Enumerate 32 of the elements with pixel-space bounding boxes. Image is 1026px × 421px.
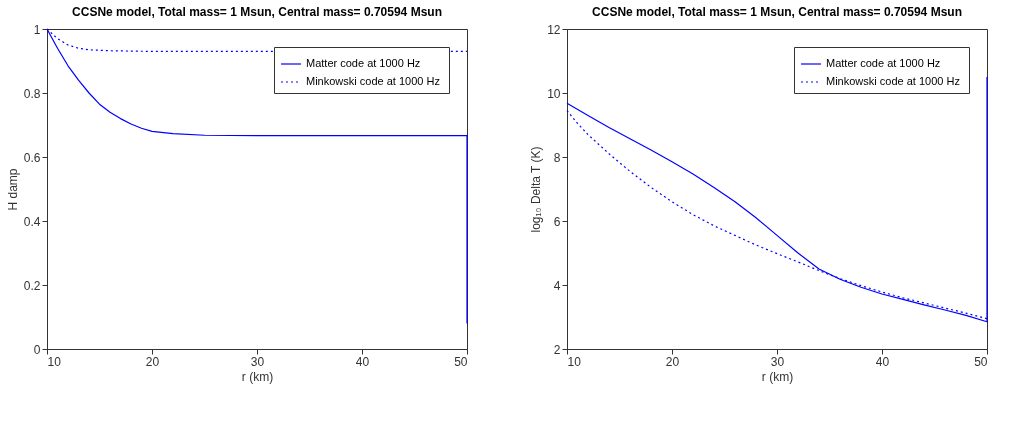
legend-label: Minkowski code at 1000 Hz <box>306 75 440 87</box>
y-tick-label: 6 <box>553 214 561 229</box>
x-tick-label: 20 <box>665 354 680 369</box>
legend-label: Minkowski code at 1000 Hz <box>826 75 960 87</box>
y-tick-label: 8 <box>553 150 561 165</box>
y-tick-label: 0.8 <box>23 86 41 101</box>
y-axis-title: log₁₀ Delta T (K) <box>529 146 544 233</box>
y-tick-label: 0.2 <box>23 278 41 293</box>
x-tick-label: 50 <box>974 354 988 369</box>
x-tick-label: 20 <box>145 354 160 369</box>
chart-title: CCSNe model, Total mass= 1 Msun, Central mass= 0.70594 Msun <box>72 5 442 19</box>
y-tick-label: 0.4 <box>23 214 41 229</box>
x-axis-title: r (km) <box>241 369 274 384</box>
legend-label: Matter code at 1000 Hz <box>306 57 421 69</box>
y-tick-label: 0 <box>33 342 41 357</box>
y-tick-label: 0.6 <box>23 150 41 165</box>
x-tick-label: 30 <box>250 354 265 369</box>
legend-label: Matter code at 1000 Hz <box>826 57 941 69</box>
x-tick-label: 50 <box>454 354 468 369</box>
x-tick-label: 10 <box>47 354 62 369</box>
chart-title: CCSNe model, Total mass= 1 Msun, Central mass= 0.70594 Msun <box>592 5 962 19</box>
y-tick-label: 4 <box>553 278 561 293</box>
y-tick-label: 1 <box>33 22 41 37</box>
y-tick-label: 12 <box>547 22 561 37</box>
y-axis-title: H damp <box>5 168 20 211</box>
x-axis-title: r (km) <box>761 369 794 384</box>
y-tick-label: 10 <box>547 86 561 101</box>
x-tick-label: 30 <box>770 354 785 369</box>
y-tick-label: 2 <box>553 342 561 357</box>
x-tick-label: 40 <box>355 354 370 369</box>
x-tick-label: 10 <box>567 354 582 369</box>
x-tick-label: 40 <box>875 354 890 369</box>
